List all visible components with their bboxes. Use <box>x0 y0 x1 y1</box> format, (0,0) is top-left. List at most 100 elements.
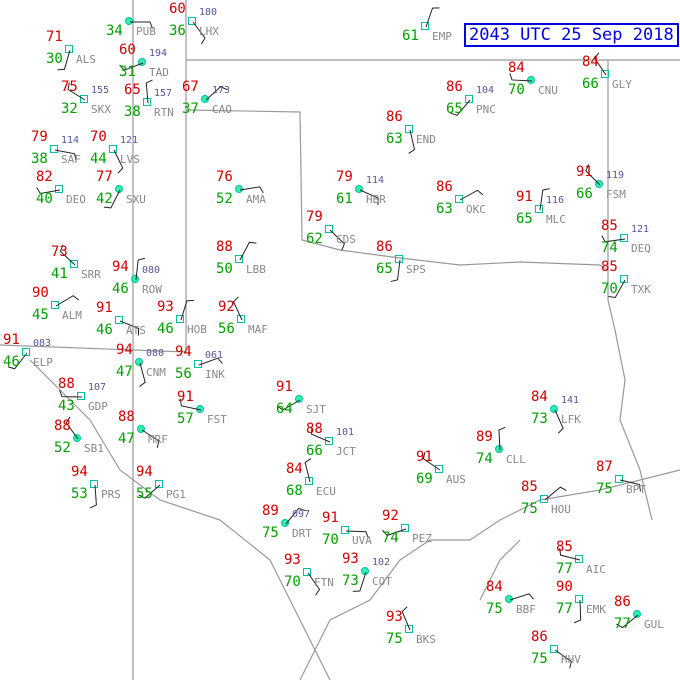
map-title-timestamp: 2043 UTC 25 Sep 2018 <box>464 23 679 47</box>
station-id: SJT <box>306 403 326 416</box>
station-marker-icon <box>70 260 78 268</box>
temperature: 84 <box>508 60 525 76</box>
station-id: PG1 <box>166 488 186 501</box>
dewpoint: 63 <box>436 201 453 217</box>
temperature: 65 <box>124 82 141 98</box>
temperature: 71 <box>46 29 63 45</box>
wind-barb-icon <box>498 426 506 451</box>
wind-barb-icon <box>139 362 146 387</box>
wind-barb-icon <box>307 572 321 596</box>
station-id: CAO <box>212 103 232 116</box>
dewpoint: 66 <box>582 76 599 92</box>
station-id: ELP <box>33 356 53 369</box>
pressure: 119 <box>606 170 625 181</box>
station-id: PUB <box>136 25 156 38</box>
station-id: FST <box>207 413 227 426</box>
station-id: ECU <box>316 485 336 498</box>
temperature: 91 <box>3 332 20 348</box>
wind-barb-icon <box>422 451 441 471</box>
wind-barb-icon <box>329 229 345 251</box>
temperature: 85 <box>556 539 573 555</box>
pressure: 116 <box>546 195 565 206</box>
temperature: 91 <box>276 379 293 395</box>
station-marker-icon <box>176 315 184 323</box>
dewpoint: 65 <box>516 211 533 227</box>
station-marker-icon <box>550 645 558 653</box>
wind-barb-icon <box>554 649 572 669</box>
station-marker-icon <box>401 524 409 532</box>
wind-barb-icon <box>382 528 407 537</box>
station-id: GLY <box>612 78 632 91</box>
station-id: GUL <box>644 618 664 631</box>
temperature: 88 <box>58 376 75 392</box>
station-id: LBB <box>246 263 266 276</box>
temperature: 90 <box>556 579 573 595</box>
temperature: 91 <box>96 300 113 316</box>
station-marker-icon <box>77 392 85 400</box>
station-marker-icon <box>550 405 558 413</box>
dewpoint: 77 <box>556 561 573 577</box>
temperature: 94 <box>175 344 192 360</box>
station-id: EMK <box>586 603 606 616</box>
dewpoint: 32 <box>61 101 78 117</box>
dewpoint: 55 <box>136 486 153 502</box>
wind-barb-icon <box>138 484 161 499</box>
wind-barb-icon <box>130 21 154 29</box>
station-id: CDS <box>336 233 356 246</box>
temperature: 85 <box>601 218 618 234</box>
station-marker-icon <box>341 526 349 534</box>
temperature: 94 <box>71 464 88 480</box>
station-id: HOB <box>187 323 207 336</box>
temperature: 88 <box>216 239 233 255</box>
station-id: AMA <box>246 193 266 206</box>
wind-barb-icon <box>408 129 416 154</box>
dewpoint: 70 <box>508 82 525 98</box>
pressure: 061 <box>205 350 224 361</box>
station-id: PRS <box>101 488 121 501</box>
pressure: 141 <box>561 395 580 406</box>
wind-barb-icon <box>359 189 379 206</box>
wind-barb-icon <box>559 548 581 561</box>
pressure: 121 <box>120 135 139 146</box>
dewpoint: 75 <box>386 631 403 647</box>
wind-barb-icon <box>103 189 121 209</box>
pressure: 155 <box>91 85 110 96</box>
temperature: 85 <box>601 259 618 275</box>
station-marker-icon <box>395 255 403 263</box>
wind-barb-icon <box>616 614 639 629</box>
station-marker-icon <box>495 445 503 453</box>
dewpoint: 75 <box>531 651 548 667</box>
temperature: 84 <box>531 389 548 405</box>
pressure: 083 <box>33 338 52 349</box>
temperature: 89 <box>262 503 279 519</box>
station-marker-icon <box>109 145 117 153</box>
station-marker-icon <box>137 425 145 433</box>
wind-barb-icon <box>89 484 97 509</box>
station-id: SAF <box>61 153 81 166</box>
temperature: 91 <box>322 510 339 526</box>
pressure: 173 <box>212 85 231 96</box>
station-marker-icon <box>237 315 245 323</box>
station-marker-icon <box>201 95 209 103</box>
temperature: 86 <box>376 239 393 255</box>
temperature: 91 <box>576 164 593 180</box>
wind-barb-icon <box>57 49 71 71</box>
wind-barb-icon <box>55 295 79 307</box>
wind-barb-icon <box>544 486 567 501</box>
dewpoint: 73 <box>342 573 359 589</box>
temperature: 88 <box>306 421 323 437</box>
station-id: SKX <box>91 103 111 116</box>
pressure: 114 <box>61 135 80 146</box>
temperature: 93 <box>342 551 359 567</box>
wind-barb-icon <box>539 188 550 211</box>
wind-barb-icon <box>459 189 484 201</box>
dewpoint: 74 <box>601 240 618 256</box>
dewpoint: 46 <box>3 354 20 370</box>
dewpoint: 74 <box>476 451 493 467</box>
dewpoint: 42 <box>96 191 113 207</box>
dewpoint: 45 <box>32 307 49 323</box>
station-id: ALS <box>76 53 96 66</box>
station-id: RTN <box>154 106 174 119</box>
station-id: DRT <box>292 527 312 540</box>
